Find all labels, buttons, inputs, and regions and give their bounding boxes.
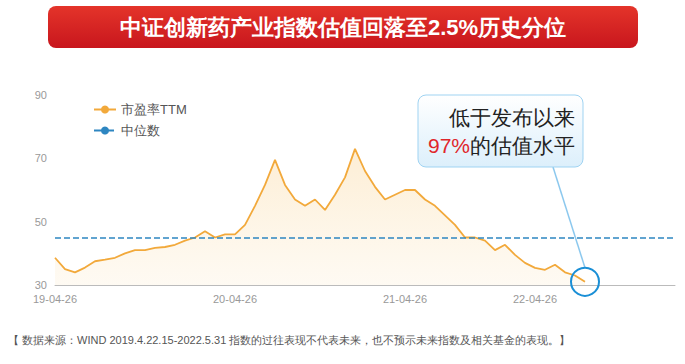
svg-text:中证创新药产业指数估值回落至2.5%历史分位: 中证创新药产业指数估值回落至2.5%历史分位	[120, 15, 566, 40]
svg-text:市盈率TTM: 市盈率TTM	[121, 102, 187, 117]
svg-text:的估值水平: 的估值水平	[470, 134, 575, 157]
svg-text:19-04-26: 19-04-26	[33, 293, 77, 305]
svg-text:【 数据来源：WIND 2019.4.22.15-2022.: 【 数据来源：WIND 2019.4.22.15-2022.5.31 指数的过往…	[8, 334, 570, 346]
svg-text:97%: 97%	[428, 134, 470, 157]
svg-text:50: 50	[35, 216, 47, 228]
svg-text:30: 30	[35, 279, 47, 291]
svg-text:20-04-26: 20-04-26	[213, 293, 257, 305]
svg-text:22-04-26: 22-04-26	[513, 293, 557, 305]
svg-text:中位数: 中位数	[121, 123, 160, 138]
svg-text:70: 70	[35, 152, 47, 164]
svg-text:90: 90	[35, 89, 47, 101]
svg-text:低于发布以来: 低于发布以来	[449, 106, 575, 129]
svg-text:21-04-26: 21-04-26	[383, 293, 427, 305]
